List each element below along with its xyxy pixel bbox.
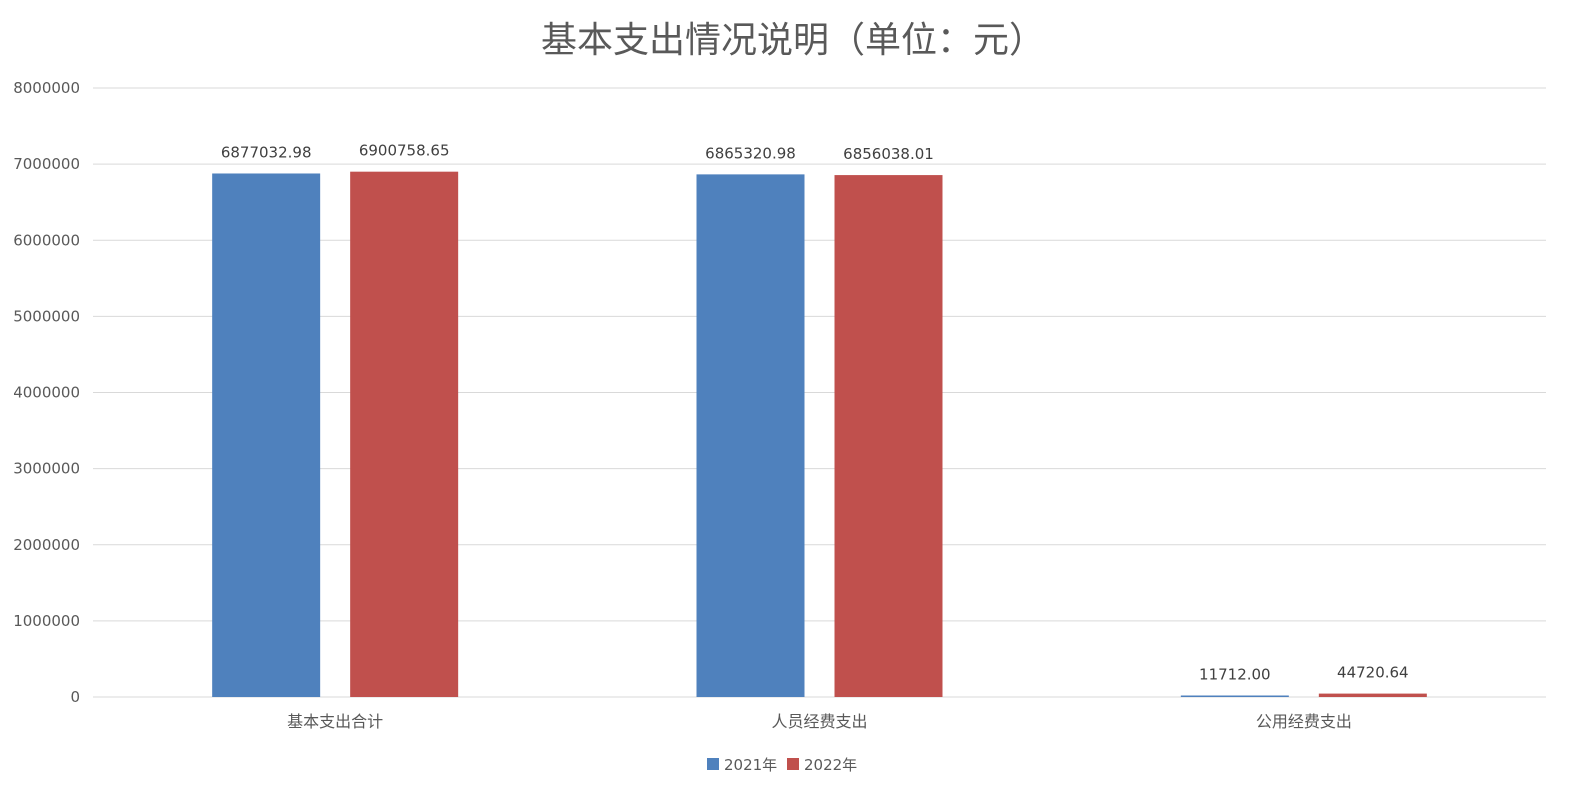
data-label: 11712.00 — [1199, 666, 1271, 684]
y-axis-ticks: 0 1000000 2000000 3000000 4000000 5000000 6000… — [13, 79, 80, 706]
data-label: 6900758.65 — [359, 142, 450, 160]
category-label: 人员经费支出 — [771, 712, 867, 731]
y-tick-label: 8000000 — [13, 79, 80, 97]
y-tick-label: 4000000 — [13, 384, 80, 402]
y-tick-label: 1000000 — [13, 612, 80, 630]
data-label: 6865320.98 — [705, 144, 796, 162]
legend-swatch — [787, 758, 799, 770]
x-axis-categories: 基本支出合计 人员经费支出 公用经费支出 — [287, 712, 1352, 731]
y-tick-label: 0 — [70, 688, 80, 706]
y-tick-label: 6000000 — [13, 231, 80, 249]
legend: 2021年 2022年 — [707, 756, 857, 774]
bar — [212, 173, 321, 698]
legend-label: 2021年 — [724, 756, 777, 774]
bar — [696, 174, 805, 697]
bars — [212, 171, 1427, 698]
legend-swatch — [707, 758, 719, 770]
bar — [1318, 693, 1427, 697]
data-label: 44720.64 — [1337, 664, 1409, 682]
y-tick-label: 3000000 — [13, 460, 80, 478]
y-tick-label: 5000000 — [13, 307, 80, 325]
gridlines — [93, 87, 1546, 698]
legend-label: 2022年 — [804, 756, 857, 774]
bar — [350, 171, 459, 697]
y-tick-label: 2000000 — [13, 536, 80, 554]
data-label: 6877032.98 — [221, 143, 312, 161]
bar — [1180, 695, 1289, 697]
chart-title: 基本支出情况说明（单位：元） — [541, 20, 1045, 61]
bar — [834, 175, 943, 697]
data-label: 6856038.01 — [843, 145, 934, 163]
category-label: 基本支出合计 — [287, 712, 383, 731]
data-labels: 6877032.98 6900758.65 6865320.98 6856038.01… — [221, 142, 1409, 684]
y-tick-label: 7000000 — [13, 155, 80, 173]
category-label: 公用经费支出 — [1256, 712, 1352, 731]
